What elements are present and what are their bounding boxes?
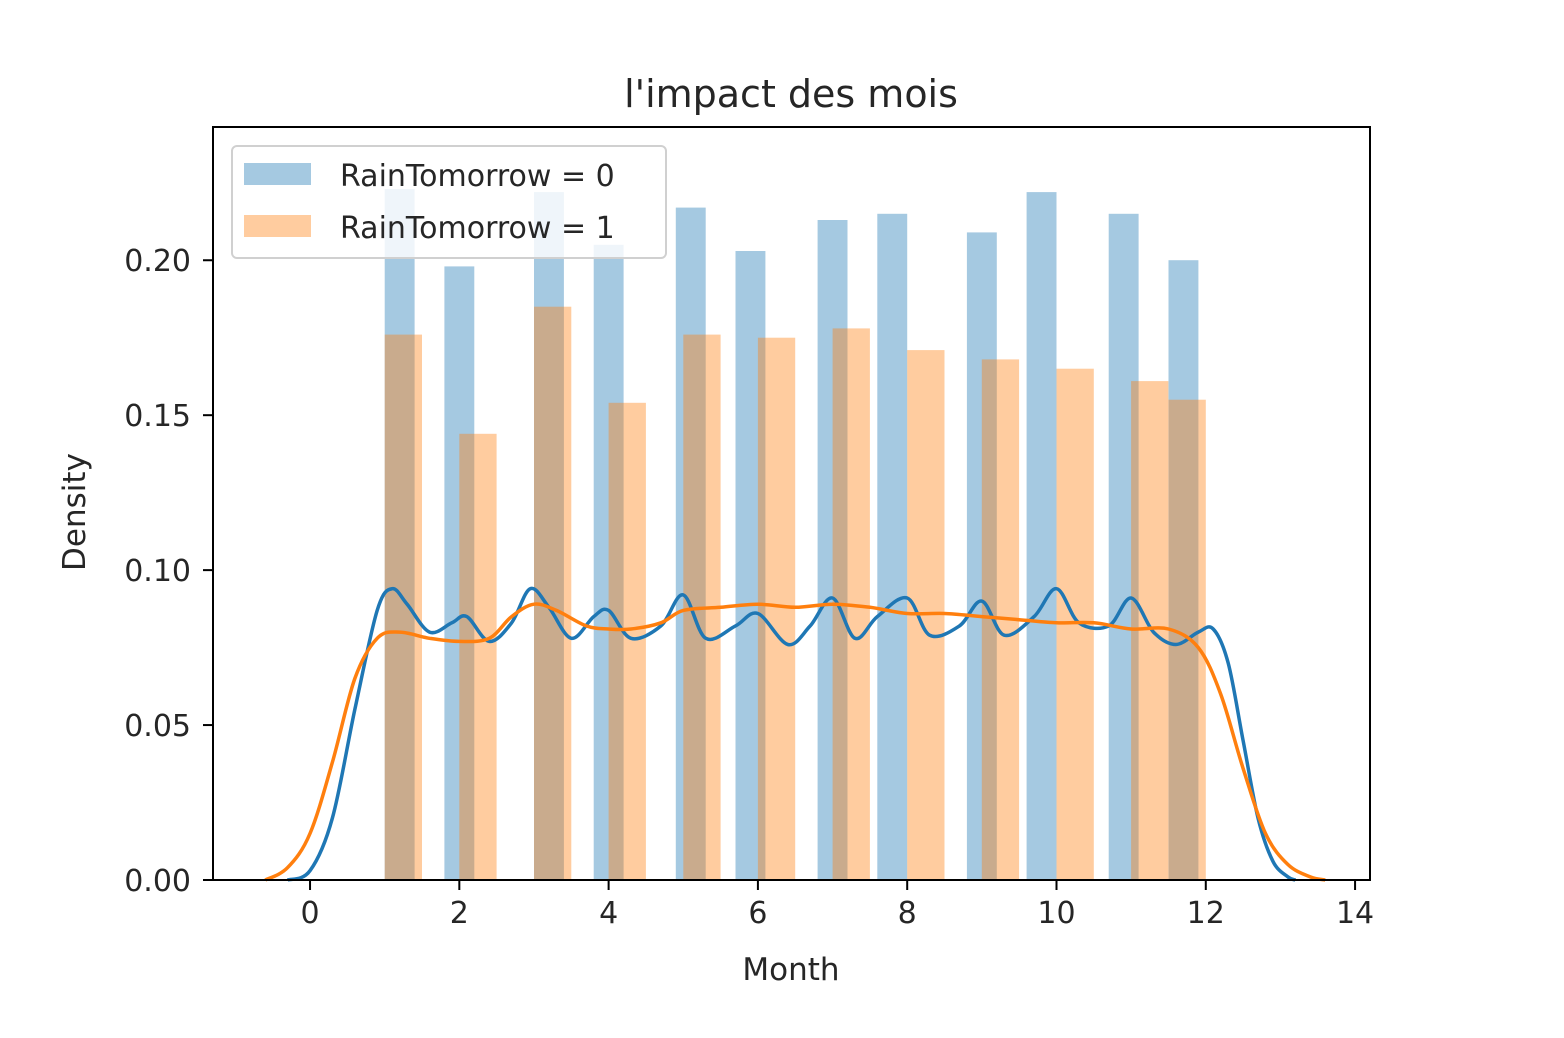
kde-line-rain-1 — [264, 602, 1326, 882]
bar-rain-0-8 — [877, 213, 908, 881]
bar-rain-0-1 — [384, 189, 415, 880]
bar-rain-0-3 — [534, 192, 564, 881]
y-tick-label-4: 0.20 — [124, 244, 191, 279]
x-tick-label-12: 12 — [1187, 896, 1225, 931]
bar-rain-0-4 — [593, 244, 624, 881]
y-tick-label-1: 0.05 — [124, 709, 191, 744]
bar-rain-0-6 — [735, 251, 766, 880]
bar-rain-0-9 — [966, 232, 997, 880]
bar-rain-1-1 — [384, 334, 422, 881]
x-tick-label-10: 10 — [1037, 896, 1075, 931]
chart-title: l'impact des mois — [624, 72, 958, 116]
bar-rain-0-10 — [1026, 192, 1057, 881]
plot-frame — [212, 126, 1371, 881]
legend-swatch-rain-1 — [244, 215, 311, 237]
bar-rain-1-4 — [608, 402, 646, 880]
x-tick-label-4: 4 — [599, 896, 618, 931]
bar-rain-0-5 — [675, 207, 706, 881]
legend-label-rain-0: RainTomorrow = 0 — [340, 159, 615, 194]
y-axis-label: Density — [57, 453, 93, 571]
y-axis: 0.00 0.05 0.10 0.15 0.20 — [124, 244, 213, 899]
bar-rain-0-7 — [817, 220, 848, 880]
bar-rain-0-12 — [1168, 260, 1199, 880]
bars-layer — [384, 189, 1206, 881]
x-tick-label-8: 8 — [898, 896, 917, 931]
x-tick-label-14: 14 — [1336, 896, 1374, 931]
x-tick-label-2: 2 — [450, 896, 469, 931]
legend: RainTomorrow = 0 RainTomorrow = 1 — [231, 145, 667, 259]
legend-swatch-rain-0 — [244, 163, 311, 185]
x-axis: 0 2 4 6 8 10 12 14 — [300, 880, 1374, 931]
legend-label-rain-1: RainTomorrow = 1 — [340, 211, 615, 246]
bar-rain-0-11 — [1108, 213, 1139, 881]
bar-rain-1-2 — [459, 433, 497, 880]
bar-rain-0-2 — [444, 266, 475, 880]
x-tick-label-6: 6 — [748, 896, 767, 931]
bar-rain-1-6 — [757, 337, 796, 880]
x-tick-label-0: 0 — [300, 896, 319, 931]
y-tick-label-0: 0.00 — [124, 864, 191, 899]
kde-layer — [264, 586, 1326, 882]
y-tick-label-3: 0.15 — [124, 399, 191, 434]
legend-box — [231, 145, 667, 259]
y-tick-label-2: 0.10 — [124, 554, 191, 589]
x-axis-label: Month — [742, 952, 839, 988]
kde-line-rain-0 — [286, 586, 1297, 882]
